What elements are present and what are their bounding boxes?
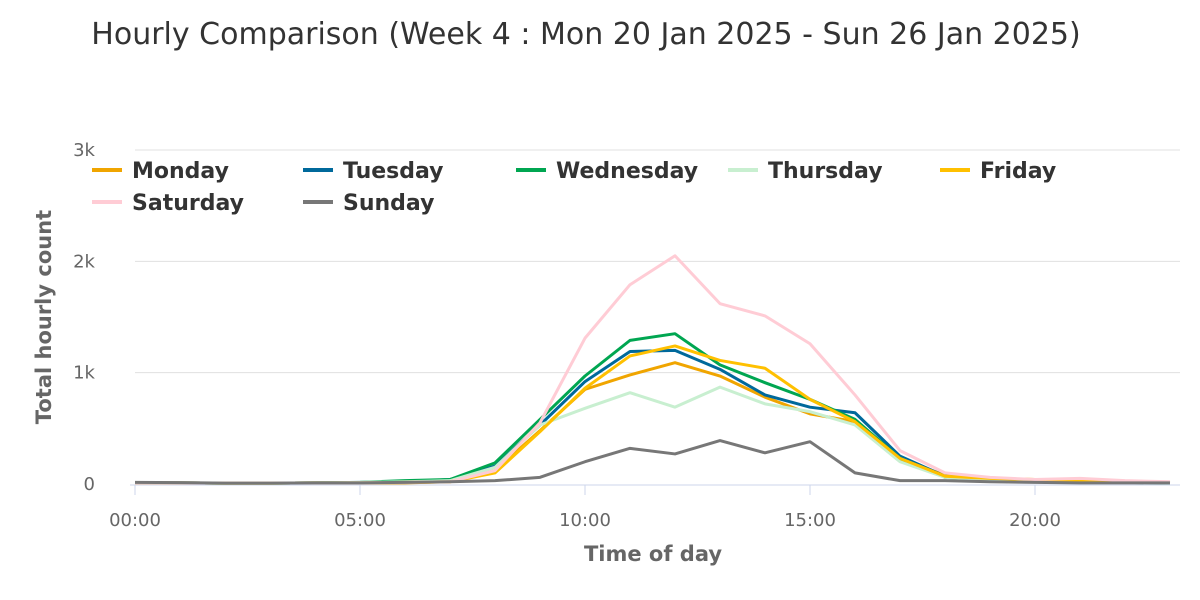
- series-line-friday: [135, 344, 1171, 485]
- legend-item-thursday[interactable]: Thursday: [768, 159, 883, 184]
- series-line-sunday: [134, 439, 1170, 485]
- y-tick-label: 3k: [73, 140, 95, 161]
- x-tick-label: 10:00: [559, 510, 611, 531]
- y-axis-label: Total hourly count: [32, 210, 56, 424]
- legend-item-friday[interactable]: Friday: [980, 159, 1056, 184]
- y-tick-label: 1k: [73, 363, 95, 384]
- x-axis-label: Time of day: [584, 542, 722, 566]
- series-line-monday: [135, 361, 1171, 485]
- legend-item-saturday[interactable]: Saturday: [132, 191, 244, 216]
- series-line-thursday: [135, 385, 1171, 485]
- y-tick-label: 2k: [73, 251, 95, 272]
- legend-item-sunday[interactable]: Sunday: [343, 191, 434, 216]
- legend-item-tuesday[interactable]: Tuesday: [343, 159, 444, 184]
- legend-item-monday[interactable]: Monday: [132, 159, 229, 184]
- y-tick-label: 0: [84, 474, 95, 495]
- legend-item-wednesday[interactable]: Wednesday: [556, 159, 698, 184]
- x-tick-label: 00:00: [109, 510, 161, 531]
- chart-title: Hourly Comparison (Week 4 : Mon 20 Jan 2…: [91, 17, 1080, 52]
- x-tick-label: 20:00: [1009, 510, 1061, 531]
- series-line-wednesday: [135, 332, 1171, 485]
- x-tick-label: 05:00: [334, 510, 386, 531]
- x-tick-label: 15:00: [784, 510, 836, 531]
